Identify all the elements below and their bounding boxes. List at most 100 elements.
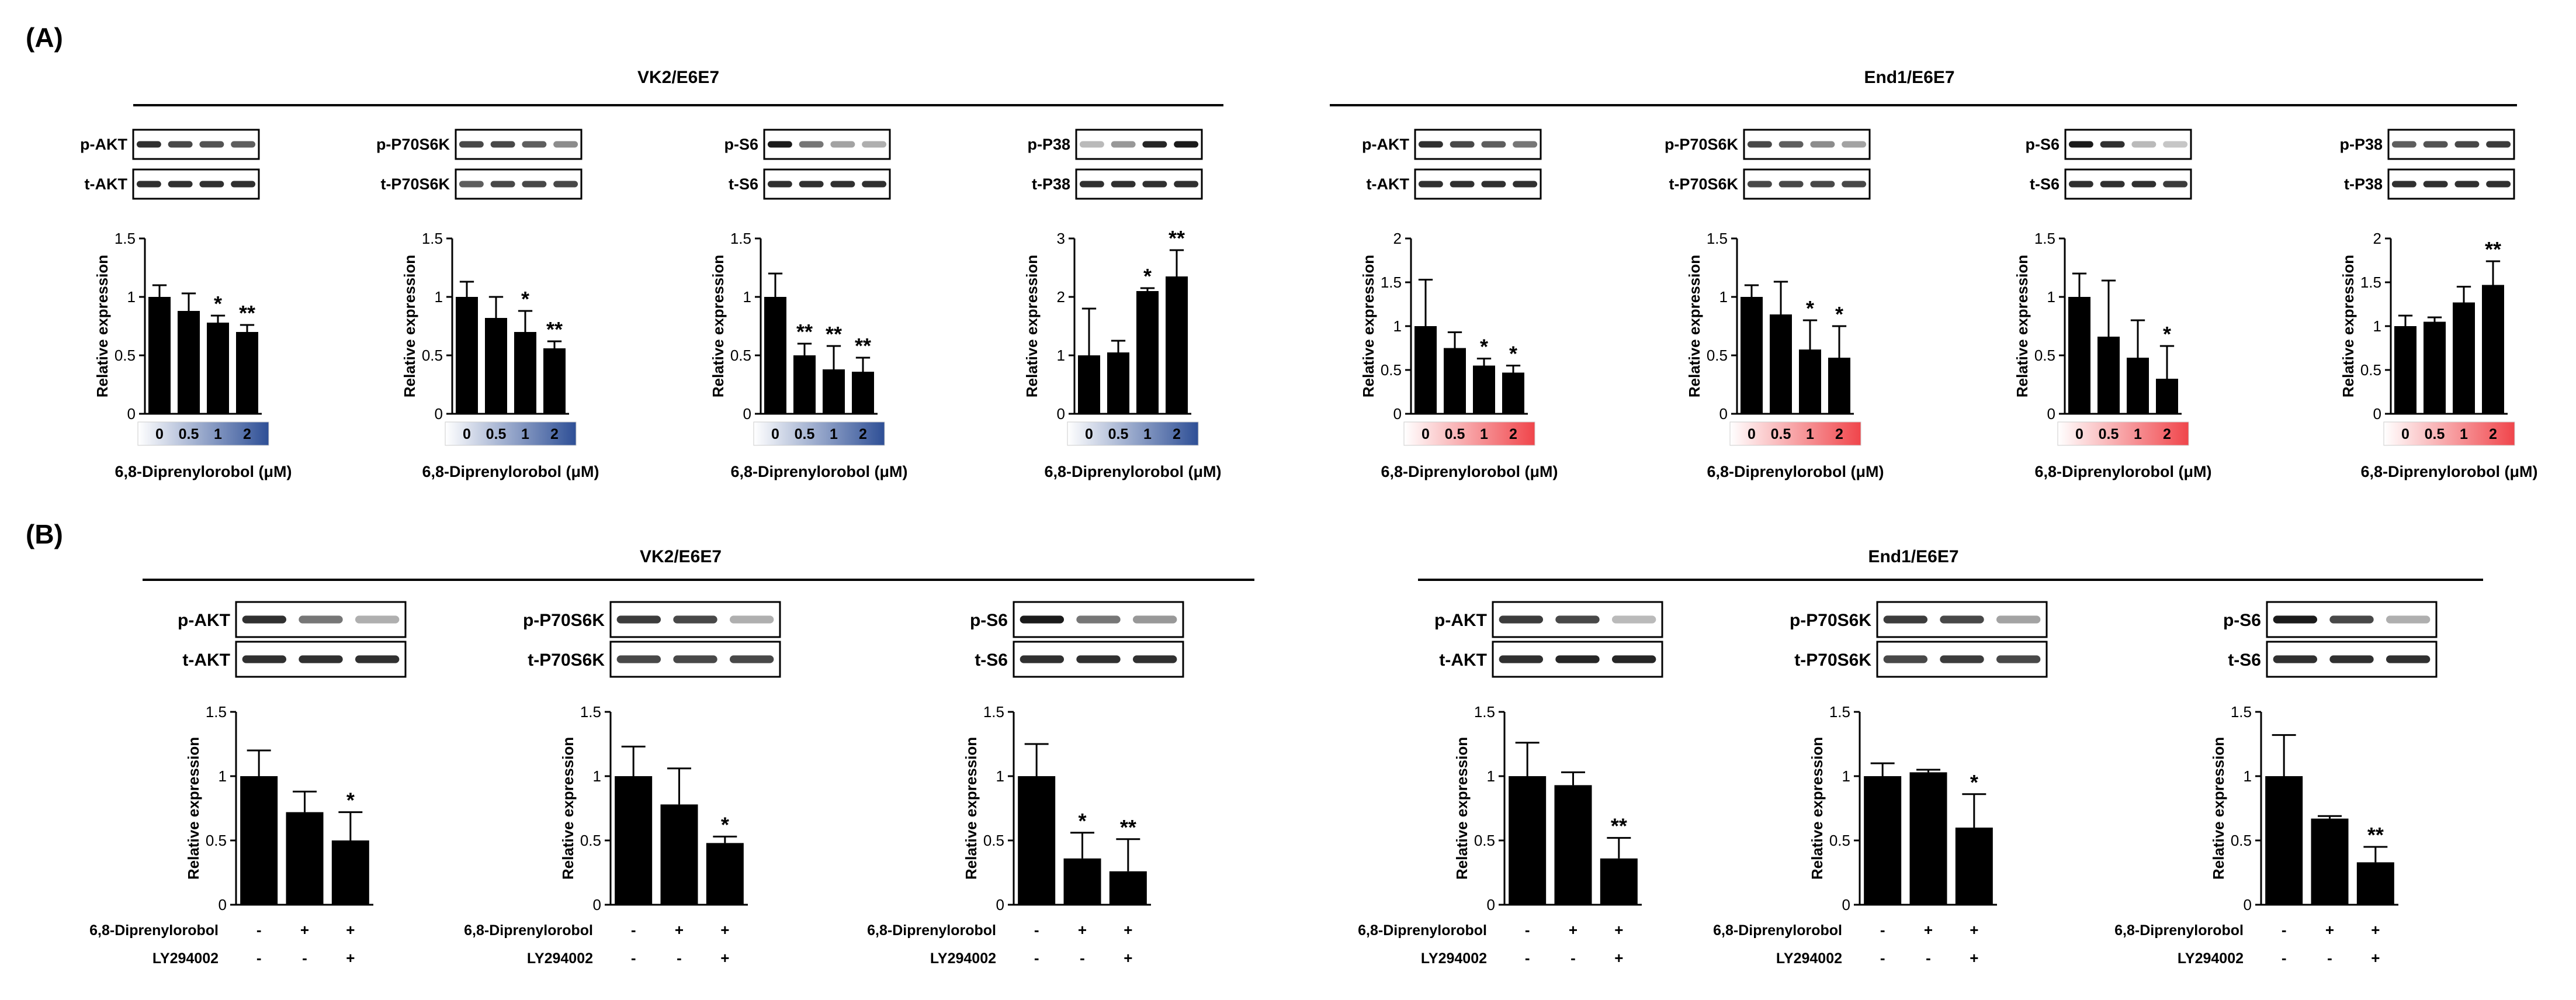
blot-label-phospho: p-P70S6K	[1790, 611, 1871, 630]
y-axis-label: Relative expression	[2013, 255, 2031, 397]
western-blot-total-band	[1020, 655, 1065, 663]
treatment-row-label: LY294002	[2178, 950, 2244, 967]
y-tick-label: 1	[2244, 767, 2252, 785]
western-blot-phospho-band	[490, 141, 515, 148]
western-blot-phospho-band	[299, 615, 343, 624]
significance-marker: **	[1611, 814, 1627, 838]
treatment-row-label: LY294002	[1776, 950, 1842, 967]
dose-gradient-bar	[445, 421, 577, 446]
blot-label-phospho: p-AKT	[1362, 136, 1409, 153]
y-tick-label: 1	[743, 288, 751, 306]
bar	[1509, 776, 1547, 905]
western-blot-total-band	[1513, 181, 1538, 188]
dose-label: 2	[1173, 426, 1181, 442]
y-axis-label: Relative expression	[185, 737, 202, 880]
bar	[1414, 326, 1437, 414]
bar	[1828, 358, 1850, 414]
blot-label-phospho: p-S6	[724, 136, 758, 153]
y-tick-label: 1	[996, 767, 1004, 785]
y-tick-label: 1.5	[580, 703, 601, 721]
bar	[660, 804, 698, 905]
y-tick-label: 1.5	[983, 703, 1004, 721]
x-axis-label: 6,8-Diprenylorobol (μM)	[1707, 463, 1884, 480]
western-blot-phospho-band	[2454, 141, 2480, 148]
blot-label-phospho: p-S6	[970, 611, 1008, 630]
significance-marker: **	[826, 322, 842, 346]
bar	[1864, 776, 1902, 905]
western-blot-phospho-band	[1020, 615, 1065, 624]
y-tick-label: 0	[2373, 405, 2381, 423]
western-blot-phospho-band	[1142, 141, 1167, 148]
western-blot-total-band	[2273, 655, 2318, 663]
bar	[2068, 297, 2090, 414]
treatment-sign: +	[1970, 921, 1978, 939]
blot-label-total: t-AKT	[182, 650, 230, 670]
bar	[823, 369, 845, 414]
y-tick-label: 0.5	[580, 832, 601, 849]
y-tick-label: 1	[2047, 288, 2055, 306]
treatment-sign: -	[256, 949, 262, 967]
significance-marker: *	[2163, 322, 2171, 346]
significance-marker: **	[855, 334, 871, 358]
dose-label: 2	[859, 426, 867, 442]
treatment-sign: -	[256, 921, 262, 939]
blot-label-total: t-AKT	[1439, 650, 1487, 670]
significance-marker: *	[1143, 264, 1152, 288]
treatment-sign: +	[1124, 921, 1132, 939]
treatment-sign: +	[346, 921, 355, 939]
treatment-sign: -	[1570, 949, 1576, 967]
blot-label-phospho: p-P70S6K	[1665, 136, 1739, 153]
blot-label-phospho: p-AKT	[1434, 611, 1487, 630]
group-header-end1-a: End1/E6E7	[1864, 68, 1954, 87]
bar	[456, 297, 478, 414]
western-blot-phospho-band	[1132, 615, 1177, 624]
blot-label-phospho: p-S6	[2223, 611, 2261, 630]
treatment-sign: -	[1034, 949, 1039, 967]
dose-label: 1	[830, 426, 838, 442]
western-blot-total-band	[1079, 181, 1104, 188]
significance-marker: **	[1120, 815, 1136, 839]
western-blot-total-band	[355, 655, 400, 663]
western-blot-total-band	[1142, 181, 1167, 188]
western-blot-phospho-band	[2100, 141, 2125, 148]
western-blot-total-band	[2163, 181, 2188, 188]
x-axis-label: 6,8-Diprenylorobol (μM)	[1044, 463, 1221, 480]
western-blot-total-band	[199, 181, 224, 188]
treatment-row-label: 6,8-Diprenylorobol	[1713, 922, 1842, 939]
western-blot-total-band	[1132, 655, 1177, 663]
treatment-sign: +	[720, 921, 729, 939]
western-blot-phospho-band	[830, 141, 855, 148]
western-blot-total-band	[2423, 181, 2448, 188]
western-blot-total-band	[2391, 181, 2416, 188]
treatment-row-label: 6,8-Diprenylorobol	[867, 922, 996, 939]
treatment-sign: +	[300, 921, 309, 939]
dose-gradient-bar	[2383, 421, 2515, 446]
y-tick-label: 0.5	[1381, 361, 1402, 379]
western-blot-phospho-band	[673, 615, 717, 624]
western-blot-total-band	[231, 181, 256, 188]
blot-label-phospho: p-P38	[1027, 136, 1070, 153]
treatment-sign: +	[1569, 921, 1578, 939]
western-blot-total-band	[2386, 655, 2431, 663]
western-blot-phospho-band	[2423, 141, 2448, 148]
blot-label-total: t-AKT	[1367, 175, 1410, 193]
y-tick-label: 0	[1393, 405, 1402, 423]
bar	[764, 297, 786, 414]
y-axis-label: Relative expression	[559, 737, 577, 880]
dose-label: 0	[771, 426, 779, 442]
dose-label: 0	[2401, 426, 2409, 442]
treatment-sign: -	[302, 949, 307, 967]
western-blot-phospho-band	[355, 615, 400, 624]
treatment-sign: -	[1034, 921, 1039, 939]
western-blot-phospho-band	[2068, 141, 2093, 148]
bar	[2097, 337, 2120, 414]
dose-label: 0.5	[795, 426, 815, 442]
dose-label: 0.5	[2425, 426, 2445, 442]
western-blot-phospho-band	[1076, 615, 1121, 624]
